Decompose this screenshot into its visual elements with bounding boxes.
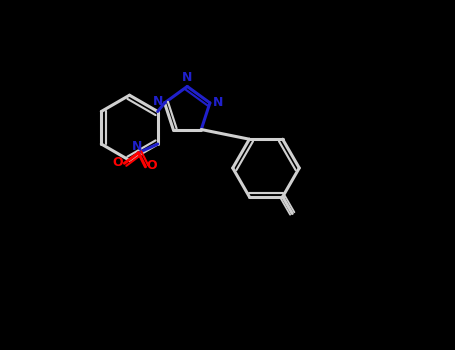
Text: O: O [147, 159, 157, 172]
Text: N: N [131, 140, 142, 153]
Text: N: N [182, 71, 192, 84]
Text: O: O [113, 156, 123, 169]
Text: N: N [153, 94, 163, 108]
Text: N: N [212, 96, 223, 110]
